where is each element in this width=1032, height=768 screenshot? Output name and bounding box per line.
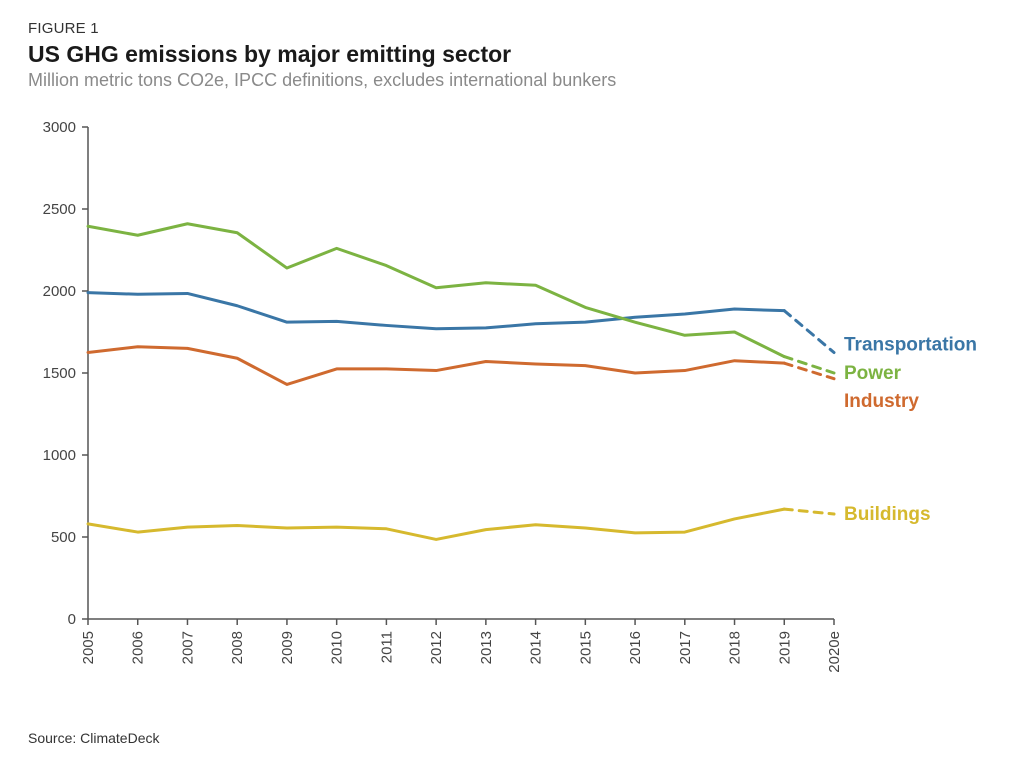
series-line-dashed-transportation: [784, 311, 834, 353]
y-tick-label: 2000: [43, 283, 76, 300]
y-tick-label: 2500: [43, 201, 76, 218]
y-tick-label: 1500: [43, 365, 76, 382]
figure-title: US GHG emissions by major emitting secto…: [28, 41, 1004, 68]
y-tick-label: 500: [51, 529, 76, 546]
x-tick-label: 2005: [80, 631, 97, 664]
x-tick-label: 2009: [279, 631, 296, 664]
figure-container: FIGURE 1 US GHG emissions by major emitt…: [0, 0, 1032, 768]
y-tick-label: 3000: [43, 119, 76, 136]
x-tick-label: 2008: [229, 631, 246, 664]
series-line-buildings: [88, 509, 784, 539]
x-tick-label: 2013: [478, 631, 495, 664]
y-tick-label: 1000: [43, 447, 76, 464]
series-label-transportation: Transportation: [844, 335, 977, 356]
x-tick-label: 2016: [627, 631, 644, 664]
y-tick-label: 0: [68, 611, 76, 628]
series-line-industry: [88, 347, 784, 385]
series-label-buildings: Buildings: [844, 504, 931, 525]
x-tick-label: 2018: [727, 631, 744, 664]
x-tick-label: 2007: [179, 631, 196, 664]
x-tick-label: 2006: [130, 631, 147, 664]
x-tick-label: 2015: [577, 631, 594, 664]
figure-label: FIGURE 1: [28, 20, 1004, 37]
chart-area: 0 500 1000 1500 2000 2500 3000 2005 2006 2007 2008…: [28, 107, 1004, 712]
series-line-dashed-buildings: [784, 509, 834, 514]
series-label-power: Power: [844, 363, 902, 384]
x-tick-label: 2014: [528, 631, 545, 664]
series-line-power: [88, 224, 784, 357]
x-tick-label: 2017: [677, 631, 694, 664]
x-tick-label: 2019: [776, 631, 793, 664]
series-line-transportation: [88, 293, 784, 329]
x-tick-label: 2012: [428, 631, 445, 664]
figure-source: Source: ClimateDeck: [28, 730, 1004, 746]
figure-subtitle: Million metric tons CO2e, IPCC definitio…: [28, 70, 1004, 91]
line-chart-svg: 0 500 1000 1500 2000 2500 3000 2005 2006 2007 2008…: [28, 107, 1004, 707]
x-tick-label: 2011: [378, 631, 395, 663]
x-tick-label: 2010: [329, 631, 346, 664]
x-tick-label: 2020e: [826, 631, 843, 673]
series-label-industry: Industry: [844, 391, 919, 412]
